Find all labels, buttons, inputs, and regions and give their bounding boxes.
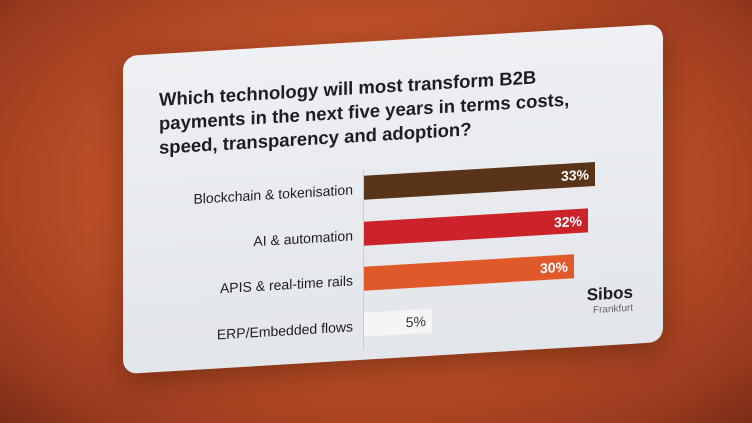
brand-name: Sibos [586,282,633,305]
value-label: 32% [553,212,582,231]
category-label: Blockchain & tokenisation [193,181,353,207]
category-label: APIS & real-time rails [219,272,353,297]
sibos-logo: Sibos Frankfurt [587,283,633,317]
chart-title: Which technology will most transform B2B… [159,66,570,158]
value-label: 5% [405,313,426,331]
category-label: ERP/Embedded flows [216,318,353,343]
poll-card: Which technology will most transform B2B… [123,23,663,375]
bar-row: APIS & real-time rails 30% [123,249,663,307]
bar-row: ERP/Embedded flows 5% [123,295,663,353]
bar: 33% [364,161,595,200]
value-label: 33% [560,166,589,185]
category-label: AI & automation [253,227,353,250]
bar-row: Blockchain & tokenisation 33% [123,158,663,216]
bar: 32% [364,208,588,246]
bar: 30% [364,254,574,291]
value-label: 30% [539,258,568,277]
bar: 5% [364,308,432,337]
